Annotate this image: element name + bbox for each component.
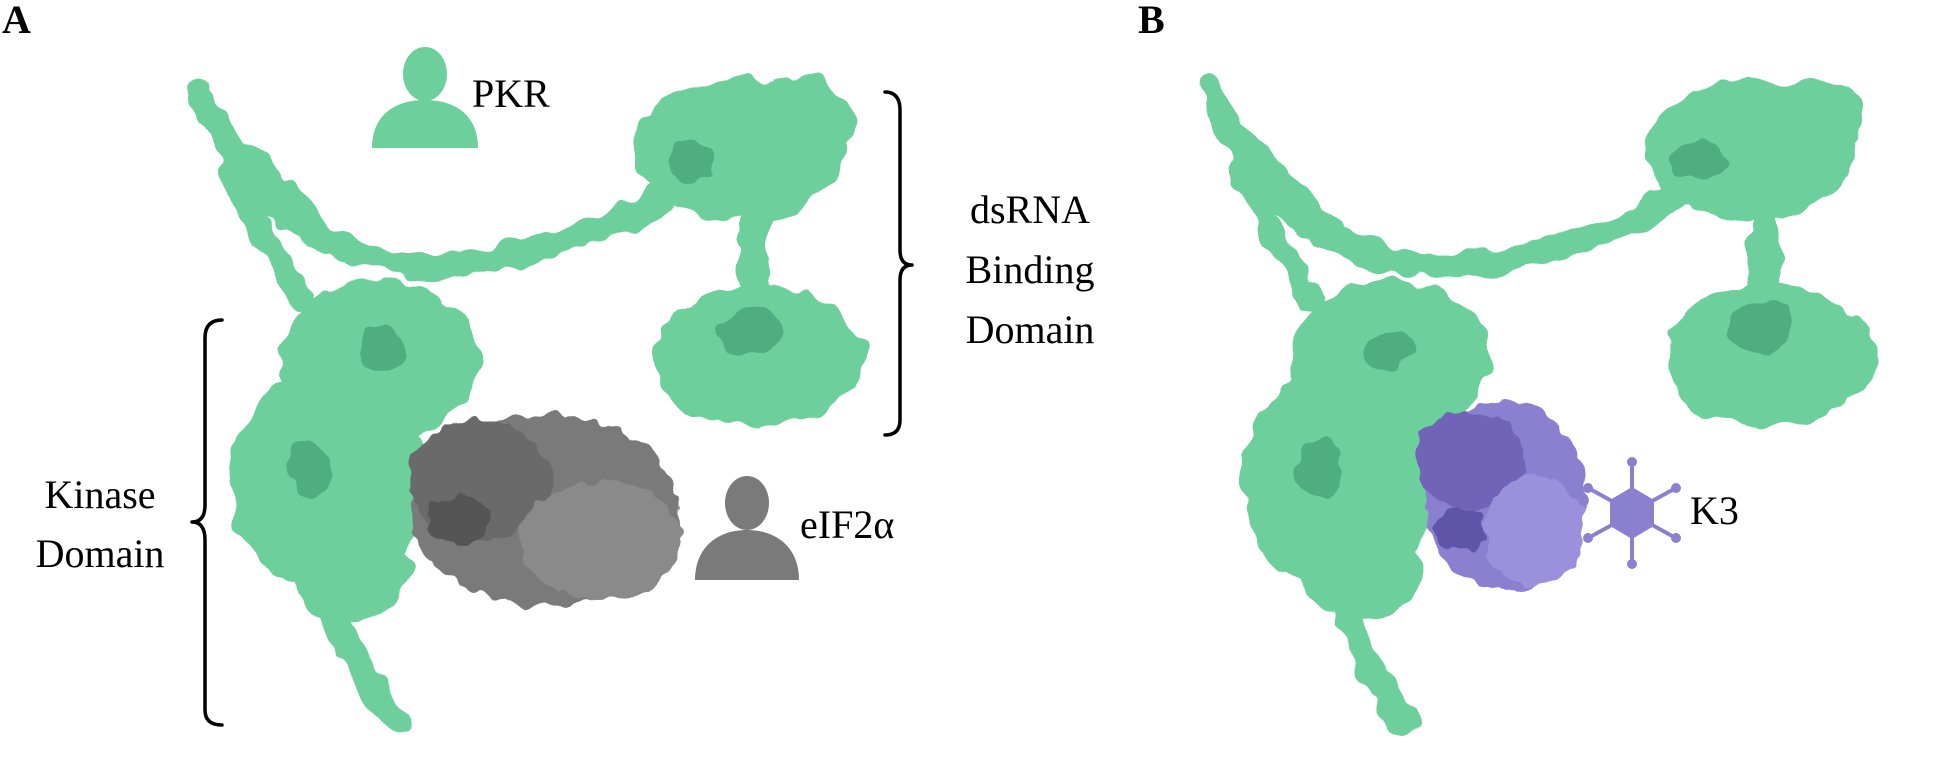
kinase-bracket [190,318,224,727]
person-icon [372,47,478,148]
dsrna-bracket [883,90,914,437]
pkr-label: PKR [472,71,550,116]
k3-label: K3 [1690,488,1739,533]
panel-a: A [2,0,1095,733]
eif2a-structure [410,415,680,605]
pkr-structure [189,79,865,733]
dsrna-label-line3: Domain [966,307,1095,352]
dsrna-label-line2: Binding [966,247,1095,292]
panel-b: B [1138,0,1875,733]
kinase-label-line2: Domain [36,531,165,576]
person-icon [695,476,799,580]
panel-letter-b: B [1138,0,1165,42]
virus-icon [1583,457,1681,569]
kinase-label-line1: Kinase [44,472,155,517]
k3-structure [1415,400,1585,590]
panel-letter-a: A [2,0,31,42]
pkr-structure [1199,79,1875,733]
eif2a-label: eIF2α [800,502,894,547]
dsrna-label-line1: dsRNA [970,187,1090,232]
